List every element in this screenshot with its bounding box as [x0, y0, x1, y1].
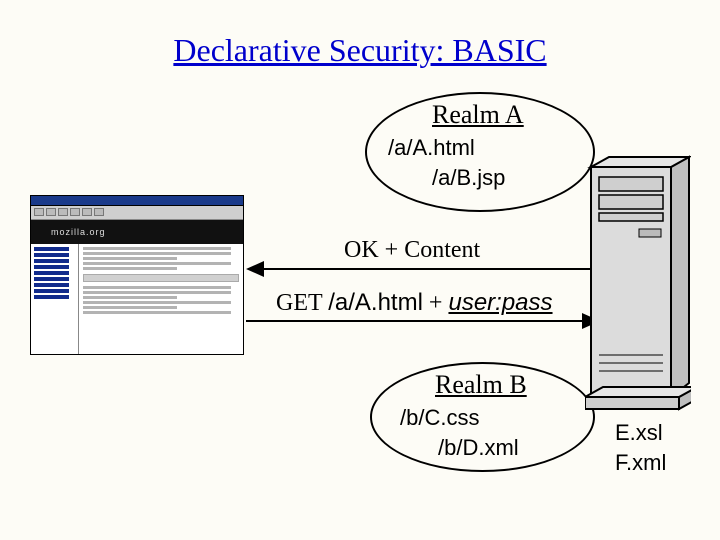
- browser-toolbar: [31, 206, 243, 220]
- content-line: [83, 301, 231, 304]
- content-line: [83, 252, 231, 255]
- realm-a-file-2: /a/B.jsp: [432, 165, 505, 191]
- request-text: GET /a/A.html + user:pass: [276, 289, 553, 317]
- sidebar-link: [34, 283, 69, 287]
- content-divider: [83, 274, 239, 282]
- browser-window: mozilla.org: [30, 195, 244, 355]
- content-line: [83, 291, 231, 294]
- content-line: [83, 311, 231, 314]
- sidebar-link: [34, 265, 69, 269]
- request-verb: GET: [276, 290, 328, 316]
- server-file-2: F.xml: [615, 450, 666, 476]
- sidebar-link: [34, 277, 69, 281]
- browser-body: [31, 244, 243, 354]
- toolbar-button: [34, 208, 44, 216]
- content-line: [83, 286, 231, 289]
- sidebar-link: [34, 289, 69, 293]
- sidebar-link: [34, 295, 69, 299]
- response-arrow: [246, 268, 600, 288]
- toolbar-button: [82, 208, 92, 216]
- page-title: Declarative Security: BASIC: [0, 32, 720, 69]
- request-sep: +: [423, 290, 449, 316]
- browser-content: [79, 244, 243, 354]
- content-line: [83, 262, 231, 265]
- sidebar-link: [34, 271, 69, 275]
- toolbar-button: [70, 208, 80, 216]
- realm-a-label: Realm A: [432, 100, 524, 130]
- sidebar-link: [34, 247, 69, 251]
- toolbar-button: [46, 208, 56, 216]
- request-path: /a/A.html: [328, 289, 423, 316]
- toolbar-button: [94, 208, 104, 216]
- realm-a-file-1: /a/A.html: [388, 135, 475, 161]
- toolbar-button: [58, 208, 68, 216]
- server-tower: [585, 155, 691, 411]
- content-line: [83, 257, 177, 260]
- realm-b-label: Realm B: [435, 370, 527, 400]
- browser-sidebar: [31, 244, 79, 354]
- content-line: [83, 247, 231, 250]
- content-line: [83, 296, 177, 299]
- realm-b-file-2: /b/D.xml: [438, 435, 519, 461]
- realm-b-file-1: /b/C.css: [400, 405, 479, 431]
- response-text: OK + Content: [344, 237, 480, 264]
- sidebar-link: [34, 253, 69, 257]
- content-line: [83, 306, 177, 309]
- content-line: [83, 267, 177, 270]
- request-creds: user:pass: [448, 289, 552, 316]
- request-arrow: [246, 320, 600, 340]
- browser-banner: mozilla.org: [31, 220, 243, 244]
- sidebar-link: [34, 259, 69, 263]
- browser-titlebar: [31, 196, 243, 206]
- server-file-1: E.xsl: [615, 420, 663, 446]
